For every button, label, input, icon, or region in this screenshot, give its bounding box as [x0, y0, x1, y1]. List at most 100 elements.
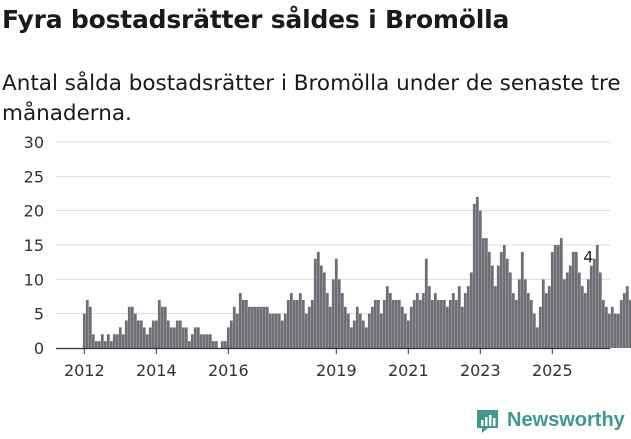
bar [622, 293, 626, 348]
bar [481, 238, 485, 348]
bar [409, 306, 413, 348]
x-axis: 2012 2014 2016 2019 2021 2023 2025 [56, 347, 610, 380]
bar [376, 299, 380, 348]
bar [97, 341, 101, 348]
bar [529, 299, 533, 348]
bar [550, 251, 554, 348]
bar [241, 299, 245, 348]
bar [586, 279, 590, 348]
bar [82, 313, 86, 348]
bar [91, 334, 95, 348]
brand-footer: Newsworthy [474, 407, 625, 434]
bars [82, 196, 631, 348]
bar [160, 306, 164, 348]
bar [589, 265, 593, 348]
bar [121, 334, 125, 348]
bar [439, 299, 443, 348]
bar [223, 341, 227, 348]
bar [607, 313, 611, 348]
bar [610, 306, 614, 348]
x-tick-label: 2021 [388, 361, 429, 380]
bar [205, 334, 209, 348]
bar [595, 245, 599, 348]
bar [178, 320, 182, 348]
bar [283, 313, 287, 348]
bar [250, 306, 254, 348]
bar [277, 313, 281, 348]
bar [262, 306, 266, 348]
bar [226, 327, 230, 348]
bar [316, 251, 320, 348]
bar [532, 313, 536, 348]
bar [106, 334, 110, 348]
bar [343, 306, 347, 348]
bar [232, 306, 236, 348]
bar [268, 313, 272, 348]
bar [421, 293, 425, 348]
bar [502, 245, 506, 348]
bar [514, 299, 518, 348]
bar [280, 320, 284, 348]
bar [148, 327, 152, 348]
bar [547, 286, 551, 348]
bar [370, 306, 374, 348]
bar [190, 334, 194, 348]
bar [274, 313, 278, 348]
brand-name: Newsworthy [507, 409, 625, 431]
bar [337, 279, 341, 348]
bar [358, 313, 362, 348]
bar [580, 286, 584, 348]
data-label: 4 [583, 247, 593, 266]
bar [430, 299, 434, 348]
bar [103, 341, 107, 348]
bar [139, 320, 143, 348]
chart-title: Fyra bostadsrätter såldes i Bromölla [2, 5, 510, 34]
newsworthy-logo-icon [477, 410, 498, 433]
bar [400, 306, 404, 348]
bar [235, 313, 239, 348]
bar [181, 327, 185, 348]
bar [163, 306, 167, 348]
bar [412, 299, 416, 348]
bar [172, 327, 176, 348]
bar [496, 265, 500, 348]
bar [538, 306, 542, 348]
bar [247, 306, 251, 348]
y-tick-label: 5 [34, 305, 44, 324]
bar [118, 327, 122, 348]
bar [541, 279, 545, 348]
bar [424, 258, 428, 348]
bar [391, 299, 395, 348]
bar [457, 286, 461, 348]
bar [340, 293, 344, 348]
bar [295, 299, 299, 348]
bar [559, 238, 563, 348]
bar [565, 272, 569, 348]
bar [265, 306, 269, 348]
bar [445, 306, 449, 348]
y-tick-label: 0 [34, 339, 44, 358]
bar [214, 341, 218, 348]
bar [166, 320, 170, 348]
bar [346, 313, 350, 348]
bar [352, 320, 356, 348]
bar [334, 258, 338, 348]
bar [484, 238, 488, 348]
bar [388, 293, 392, 348]
bar [385, 286, 389, 348]
bar [433, 293, 437, 348]
bar [604, 306, 608, 348]
bar [154, 320, 158, 348]
bar [292, 299, 296, 348]
bar [310, 299, 314, 348]
bar [355, 306, 359, 348]
bar [520, 251, 524, 348]
bar [157, 299, 161, 348]
bar [592, 258, 596, 348]
bar [490, 265, 494, 348]
bar [394, 299, 398, 348]
bar [460, 306, 464, 348]
bar [403, 313, 407, 348]
bar [451, 293, 455, 348]
bar [556, 245, 560, 348]
